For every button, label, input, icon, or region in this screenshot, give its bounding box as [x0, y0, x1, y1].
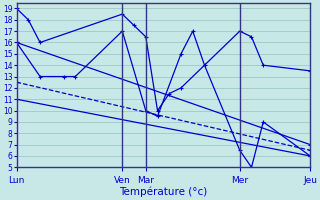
X-axis label: Température (°c): Température (°c): [119, 187, 208, 197]
